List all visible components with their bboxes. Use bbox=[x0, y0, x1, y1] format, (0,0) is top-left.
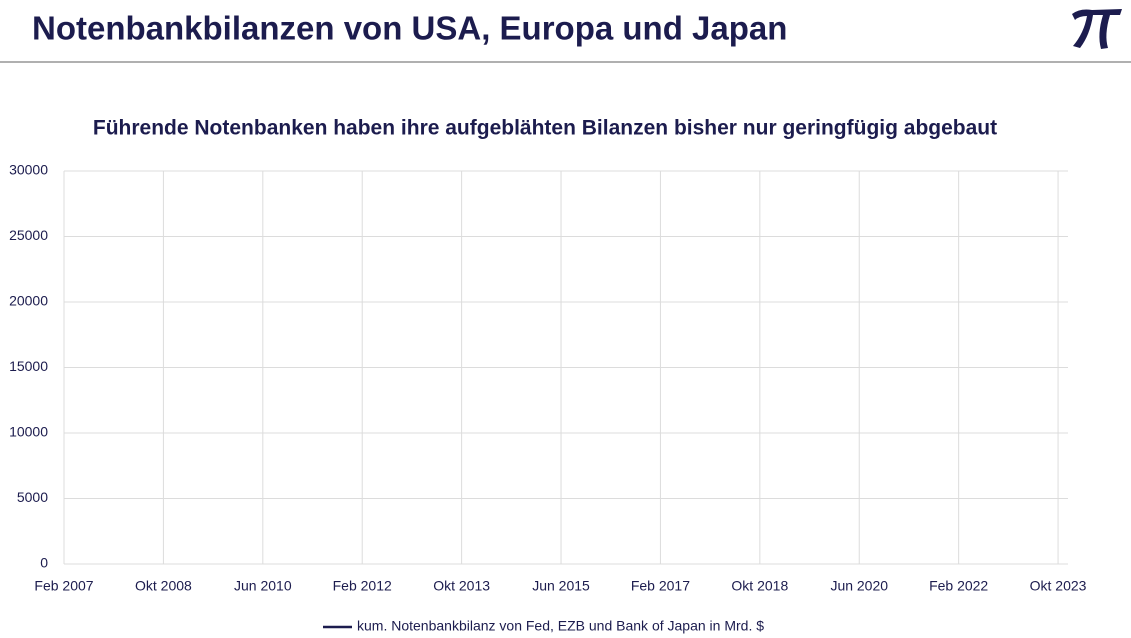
y-tick-label: 20000 bbox=[9, 293, 48, 309]
x-tick-label: Jun 2010 bbox=[234, 578, 292, 594]
chart-title: Führende Notenbanken haben ihre aufgeblä… bbox=[93, 117, 997, 140]
x-tick-label: Feb 2007 bbox=[34, 578, 93, 594]
x-tick-label: Okt 2013 bbox=[433, 578, 490, 594]
y-tick-label: 5000 bbox=[17, 489, 48, 505]
y-tick-label: 10000 bbox=[9, 424, 48, 440]
x-tick-label: Jun 2020 bbox=[830, 578, 888, 594]
x-tick-label: Okt 2023 bbox=[1030, 578, 1087, 594]
y-tick-label: 25000 bbox=[9, 227, 48, 243]
y-tick-label: 0 bbox=[40, 555, 48, 571]
logo bbox=[1072, 9, 1122, 49]
x-tick-label: Okt 2008 bbox=[135, 578, 192, 594]
y-tick-label: 30000 bbox=[9, 162, 48, 178]
page-title: Notenbankbilanzen von USA, Europa und Ja… bbox=[32, 10, 787, 47]
x-tick-label: Okt 2018 bbox=[731, 578, 788, 594]
x-tick-label: Jun 2015 bbox=[532, 578, 590, 594]
x-tick-label: Feb 2022 bbox=[929, 578, 988, 594]
legend-label: kum. Notenbankbilanz von Fed, EZB und Ba… bbox=[357, 618, 764, 634]
y-tick-label: 15000 bbox=[9, 358, 48, 374]
x-tick-label: Feb 2012 bbox=[333, 578, 392, 594]
x-tick-label: Feb 2017 bbox=[631, 578, 690, 594]
